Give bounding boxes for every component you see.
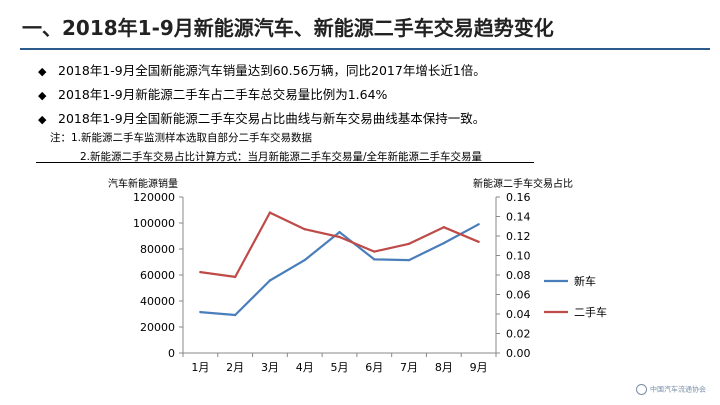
footnote-2: 2.新能源二手车交易占比计算方式：当月新能源二手车交易量/全年新能源二手车交易量 [80, 151, 483, 163]
x-tick-label: 5月 [331, 361, 349, 374]
bullet-text-2: 2018年1-9月新能源二手车占二手车总交易量比例为1.64% [58, 87, 388, 102]
x-tick-label: 6月 [365, 361, 383, 374]
right-tick-label: 0.04 [506, 308, 531, 321]
bullet-text-1: 2018年1-9月全国新能源汽车销量达到60.56万辆，同比2017年增长近1倍… [58, 63, 486, 78]
right-tick-label: 0.08 [506, 269, 531, 282]
data-point [477, 223, 480, 226]
data-point [268, 211, 272, 214]
x-tick-label: 7月 [400, 361, 418, 374]
x-tick-label: 4月 [296, 361, 314, 374]
data-point [268, 279, 272, 282]
logo-icon [636, 384, 647, 395]
left-tick-label: 0 [168, 347, 175, 360]
left-axis-title: 汽车新能源销量 [108, 177, 178, 190]
data-point [233, 275, 237, 279]
title-divider [20, 48, 710, 50]
x-tick-label: 2月 [226, 361, 244, 374]
x-tick-label: 3月 [261, 361, 279, 374]
left-tick-label: 20000 [140, 321, 175, 334]
data-point [407, 242, 411, 245]
data-point [338, 235, 341, 239]
right-axis-title: 新能源二手车交易占比 [473, 177, 573, 190]
data-point [442, 241, 446, 245]
data-point [233, 313, 237, 317]
brand-mark: 中国汽车流通协会 [636, 384, 706, 395]
bullet-item-1: ◆ 2018年1-9月全国新能源汽车销量达到60.56万辆，同比2017年增长近1… [38, 60, 486, 79]
right-tick-label: 0.02 [506, 328, 531, 341]
x-tick-label: 9月 [470, 361, 488, 374]
right-tick-label: 0.14 [506, 211, 531, 224]
diamond-bullet-icon: ◆ [38, 65, 47, 78]
data-point [199, 270, 202, 274]
right-tick-label: 0.12 [506, 230, 531, 243]
bullet-text-3: 2018年1-9月全国新能源二手车交易占比曲线与新车交易曲线基本保持一致。 [58, 111, 486, 126]
data-point [442, 226, 446, 229]
right-tick-label: 0.10 [506, 250, 531, 263]
x-tick-label: 1月 [191, 361, 209, 374]
left-tick-label: 60000 [140, 269, 175, 282]
data-point [407, 258, 411, 262]
right-tick-label: 0.16 [506, 191, 531, 204]
bullet-item-2: ◆ 2018年1-9月新能源二手车占二手车总交易量比例为1.64% [38, 84, 387, 103]
data-point [373, 250, 376, 253]
left-tick-label: 120000 [133, 191, 175, 204]
data-point [303, 227, 306, 231]
right-tick-label: 0.00 [506, 347, 531, 360]
data-point [338, 230, 341, 234]
diamond-bullet-icon: ◆ [38, 89, 47, 102]
bullet-item-3: ◆ 2018年1-9月全国新能源二手车交易占比曲线与新车交易曲线基本保持一致。 [38, 108, 485, 127]
data-point [199, 310, 202, 314]
x-tick-label: 8月 [435, 361, 453, 374]
legend-label: 二手车 [574, 305, 607, 319]
left-tick-label: 40000 [140, 295, 175, 308]
footnote-1: 注：1.新能源二手车监测样本选取自部分二手车交易数据 [50, 132, 313, 144]
footnote-divider [36, 162, 534, 163]
data-point [373, 258, 376, 261]
legend-label: 新车 [574, 274, 596, 288]
page-title: 一、2018年1-9月新能源汽车、新能源二手车交易趋势变化 [22, 16, 554, 40]
brand-text: 中国汽车流通协会 [650, 385, 706, 394]
right-tick-label: 0.06 [506, 289, 531, 302]
left-tick-label: 100000 [133, 217, 175, 230]
data-point [477, 240, 480, 244]
data-point [303, 258, 306, 262]
series-line-used-car [200, 211, 480, 278]
left-tick-label: 80000 [140, 243, 175, 256]
diamond-bullet-icon: ◆ [38, 113, 47, 126]
